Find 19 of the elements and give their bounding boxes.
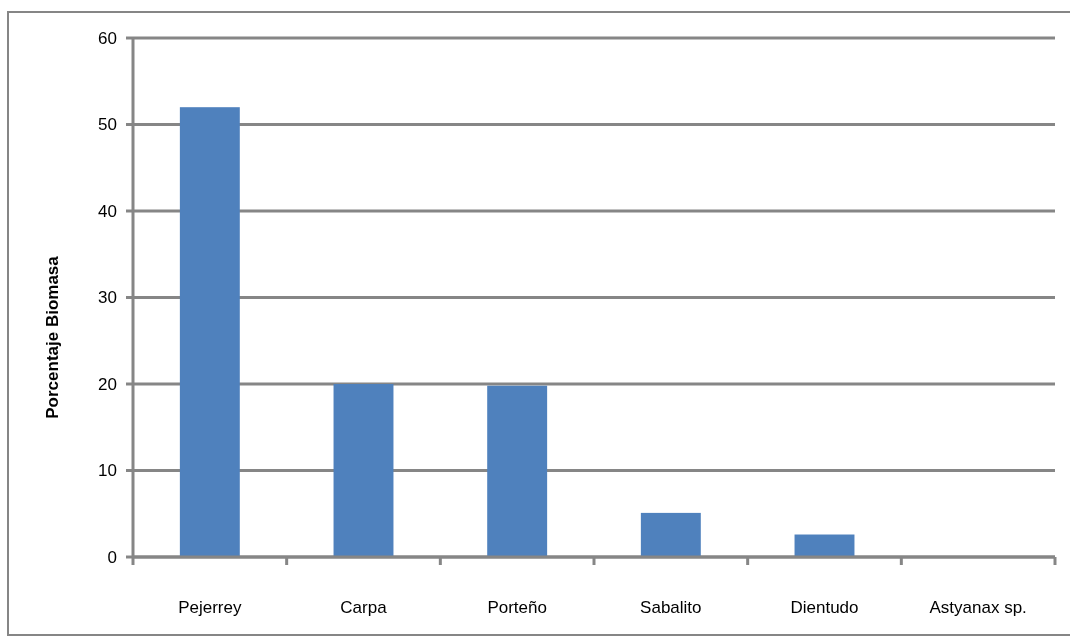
x-tick-label: Astyanax sp. — [929, 597, 1027, 617]
bar — [179, 107, 240, 557]
y-tick-label: 10 — [98, 461, 117, 480]
y-axis-title: Porcentaje Biomasa — [42, 255, 62, 419]
y-tick-label: 20 — [98, 374, 117, 394]
bar — [487, 385, 548, 557]
x-tick-label: Dientudo — [790, 597, 859, 617]
bar — [640, 512, 701, 557]
x-tick-label: Porteño — [487, 597, 547, 617]
x-tick-label: Sabalito — [640, 597, 702, 617]
y-tick-label: 0 — [107, 547, 117, 567]
y-tick-label: 60 — [98, 28, 117, 48]
y-tick-label: 30 — [98, 288, 117, 307]
bar — [794, 534, 855, 557]
x-tick-label: Carpa — [340, 597, 388, 617]
y-tick-label: 40 — [98, 201, 117, 221]
y-tick-label: 50 — [98, 115, 117, 134]
x-tick-label: Pejerrey — [178, 597, 242, 617]
bar — [333, 384, 394, 557]
